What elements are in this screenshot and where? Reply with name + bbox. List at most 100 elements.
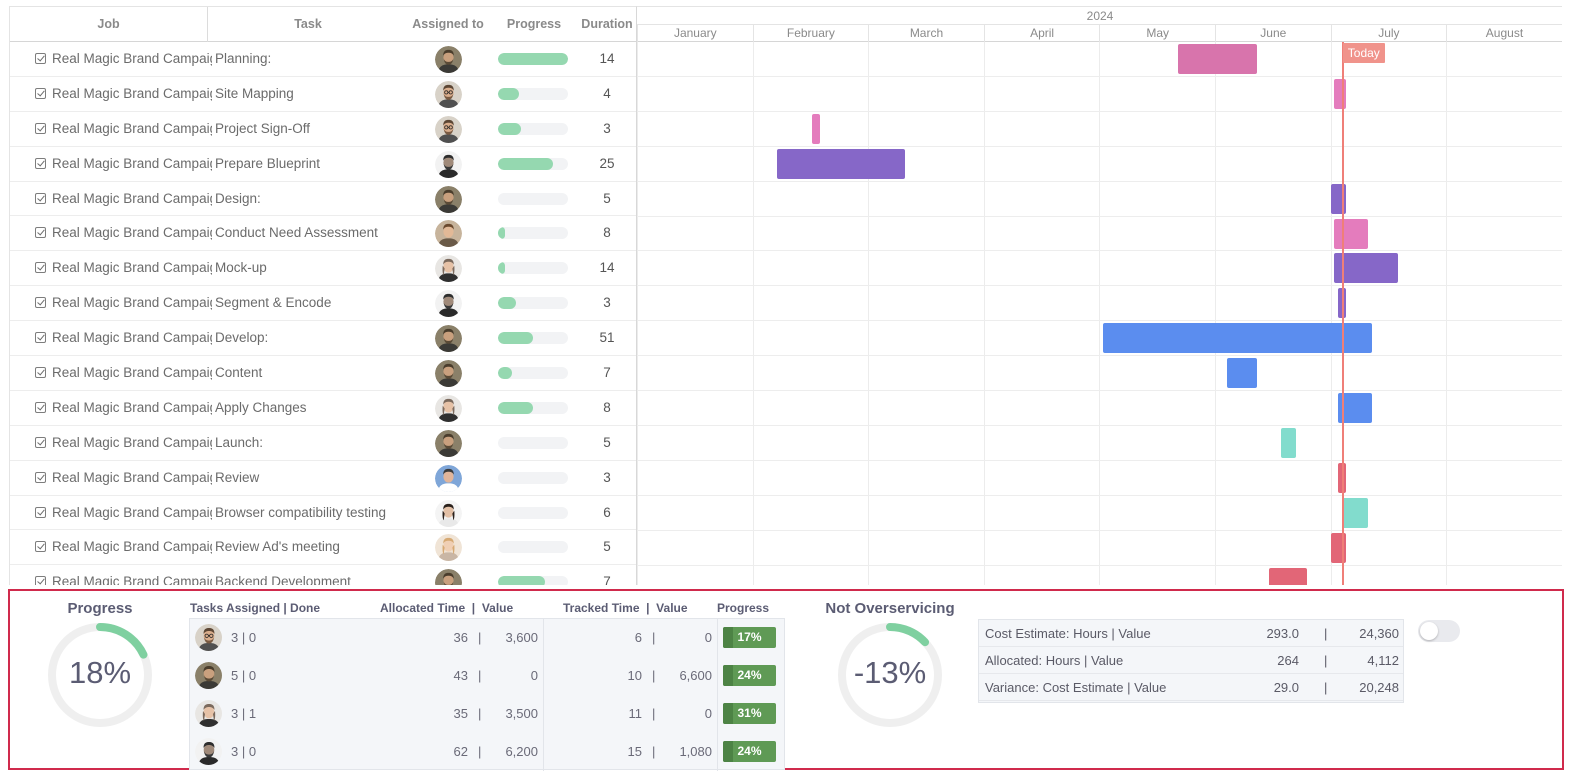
row-gridline bbox=[637, 355, 1562, 357]
table-row[interactable]: Real Magic Brand Campaign Content 7 bbox=[10, 356, 636, 391]
assignee-avatar[interactable] bbox=[435, 569, 462, 585]
task-bar[interactable] bbox=[1280, 427, 1296, 458]
cost-row: Cost Estimate: Hours | Value 293.0 | 24,360 bbox=[979, 620, 1403, 647]
summary-toggle[interactable] bbox=[1418, 620, 1460, 642]
task-checkbox-icon[interactable] bbox=[35, 297, 46, 309]
task-bar[interactable] bbox=[1341, 497, 1368, 528]
assignee-avatar[interactable] bbox=[435, 360, 462, 388]
assignee-avatar[interactable] bbox=[435, 290, 462, 318]
separator: | bbox=[652, 630, 656, 645]
assignee-avatar[interactable] bbox=[435, 499, 462, 527]
separator: | bbox=[478, 744, 482, 759]
assignee-avatar[interactable] bbox=[195, 738, 222, 765]
tracked-value: 0 bbox=[704, 630, 712, 645]
assignee-avatar[interactable] bbox=[435, 325, 462, 353]
table-row[interactable]: Real Magic Brand Campaign Site Mapping 4 bbox=[10, 77, 636, 112]
progress-gauge-value: 18% bbox=[68, 655, 132, 690]
task-bar[interactable] bbox=[776, 148, 906, 179]
gantt-body[interactable] bbox=[637, 42, 1562, 585]
table-row[interactable]: Real Magic Brand Campaign Conduct Need As… bbox=[10, 216, 636, 252]
separator: | bbox=[478, 668, 482, 683]
overservicing-gauge-arc bbox=[838, 623, 942, 727]
column-header-assigned[interactable]: Assigned to bbox=[412, 17, 484, 31]
column-header-job[interactable]: Job bbox=[10, 7, 208, 42]
assignee-avatar[interactable] bbox=[435, 150, 462, 178]
task-checkbox-icon[interactable] bbox=[35, 53, 46, 64]
task-bar[interactable] bbox=[1330, 532, 1346, 563]
assignee-avatar[interactable] bbox=[435, 255, 462, 283]
separator: | bbox=[652, 668, 656, 683]
table-row[interactable]: Real Magic Brand Campaign Prepare Bluepri… bbox=[10, 147, 636, 182]
table-row[interactable]: Real Magic Brand Campaign Apply Changes 8 bbox=[10, 391, 636, 426]
assignee-avatar[interactable] bbox=[435, 115, 462, 143]
task-name: Review Ad's meeting bbox=[215, 539, 340, 555]
task-bar[interactable] bbox=[1177, 44, 1258, 74]
job-name: Real Magic Brand Campaign bbox=[52, 51, 212, 66]
task-checkbox-icon[interactable] bbox=[35, 576, 46, 585]
column-header-duration[interactable]: Duration bbox=[581, 17, 633, 31]
table-row[interactable]: Real Magic Brand Campaign Backend Develop… bbox=[10, 565, 636, 585]
separator: | bbox=[1324, 680, 1328, 695]
table-row[interactable]: Real Magic Brand Campaign Design: 5 bbox=[10, 182, 636, 217]
allocated-value: 3,500 bbox=[505, 706, 538, 721]
task-bar[interactable] bbox=[1330, 183, 1346, 214]
task-bar[interactable] bbox=[1268, 567, 1308, 585]
column-header-task[interactable]: Task bbox=[294, 17, 322, 31]
task-name: Site Mapping bbox=[215, 85, 294, 101]
table-row[interactable]: Real Magic Brand Campaign Launch: 5 bbox=[10, 426, 636, 461]
assignee-avatar[interactable] bbox=[435, 394, 462, 422]
task-name: Mock-up bbox=[215, 260, 267, 276]
column-header-progress[interactable]: Progress bbox=[506, 17, 562, 31]
task-checkbox-icon[interactable] bbox=[35, 227, 46, 239]
task-checkbox-icon[interactable] bbox=[35, 157, 46, 169]
assignee-avatar[interactable] bbox=[195, 662, 222, 689]
table-row[interactable]: Real Magic Brand Campaign Review Ad's mee… bbox=[10, 530, 636, 566]
row-gridline bbox=[637, 459, 1562, 461]
assignee-avatar[interactable] bbox=[435, 464, 462, 492]
assignee-avatar[interactable] bbox=[435, 429, 462, 457]
task-bar[interactable] bbox=[812, 113, 821, 144]
task-checkbox-icon[interactable] bbox=[35, 541, 46, 553]
assignee-avatar[interactable] bbox=[435, 80, 462, 108]
separator: | bbox=[652, 706, 656, 721]
toggle-knob[interactable] bbox=[1420, 622, 1438, 640]
task-bar[interactable] bbox=[1334, 218, 1368, 249]
table-row[interactable]: Real Magic Brand Campaign Review 3 bbox=[10, 461, 636, 496]
task-checkbox-icon[interactable] bbox=[35, 367, 46, 379]
row-gridline bbox=[637, 285, 1562, 287]
assignee-avatar[interactable] bbox=[435, 185, 462, 213]
task-bar[interactable] bbox=[1334, 253, 1398, 284]
cost-row: Variance: Cost Estimate | Value 29.0 | 20,2… bbox=[979, 674, 1403, 701]
task-checkbox-icon[interactable] bbox=[35, 122, 46, 134]
task-checkbox-icon[interactable] bbox=[35, 401, 46, 413]
table-row[interactable]: Real Magic Brand Campaign Project Sign-Of… bbox=[10, 112, 636, 147]
task-bar[interactable] bbox=[1226, 358, 1258, 389]
assignee-avatar[interactable] bbox=[435, 46, 462, 73]
task-checkbox-icon[interactable] bbox=[35, 506, 46, 518]
task-checkbox-icon[interactable] bbox=[35, 192, 46, 204]
task-bar[interactable] bbox=[1334, 78, 1346, 109]
task-checkbox-icon[interactable] bbox=[35, 262, 46, 274]
task-checkbox-icon[interactable] bbox=[35, 471, 46, 483]
task-duration: 14 bbox=[599, 260, 615, 276]
table-row[interactable]: Real Magic Brand Campaign Segment & Encod… bbox=[10, 286, 636, 322]
cost-label: Allocated: Hours | Value bbox=[985, 653, 1124, 668]
task-checkbox-icon[interactable] bbox=[35, 436, 46, 448]
table-row[interactable]: Real Magic Brand Campaign Mock-up 14 bbox=[10, 251, 636, 287]
task-checkbox-icon[interactable] bbox=[35, 332, 46, 344]
table-row[interactable]: Real Magic Brand Campaign Develop: 51 bbox=[10, 321, 636, 357]
assignee-avatar[interactable] bbox=[435, 534, 462, 562]
assignee-avatar[interactable] bbox=[195, 700, 222, 727]
progress-badge: 24% bbox=[723, 741, 776, 762]
task-bar[interactable] bbox=[1338, 462, 1346, 493]
assignee-avatar[interactable] bbox=[195, 624, 222, 651]
assignee-avatar[interactable] bbox=[435, 220, 462, 248]
progress-bar-fill bbox=[498, 401, 533, 414]
header-progress: Progress bbox=[717, 601, 770, 615]
task-checkbox-icon[interactable] bbox=[35, 87, 46, 99]
table-row[interactable]: Real Magic Brand Campaign Browser compati… bbox=[10, 496, 636, 531]
table-row[interactable]: Real Magic Brand Campaign Planning: 14 bbox=[10, 42, 636, 77]
task-bar[interactable] bbox=[1338, 288, 1346, 319]
task-bar[interactable] bbox=[1103, 323, 1372, 354]
